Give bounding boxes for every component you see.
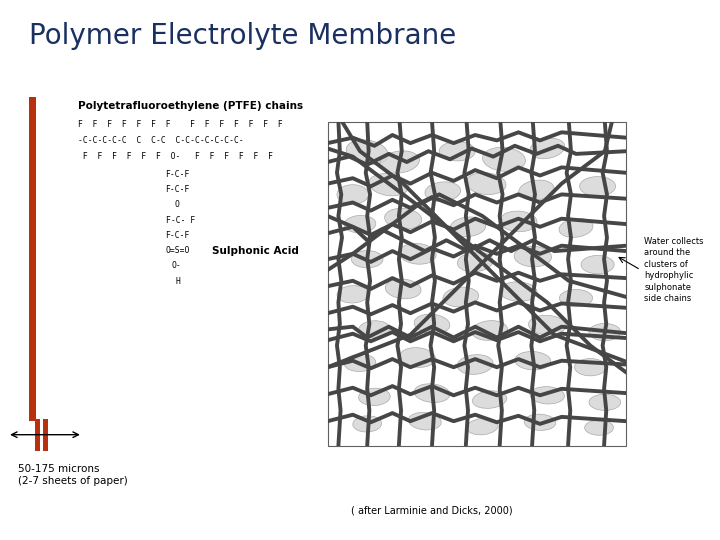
Text: O=S=O: O=S=O	[166, 246, 190, 255]
Ellipse shape	[450, 217, 486, 237]
Ellipse shape	[530, 387, 564, 404]
Ellipse shape	[457, 252, 493, 272]
Bar	[29, 97, 36, 421]
Text: -C-C-C-C-C  C  C-C  C-C-C-C-C-C-C-: -C-C-C-C-C C C-C C-C-C-C-C-C-C-	[78, 136, 243, 145]
Ellipse shape	[385, 279, 421, 299]
Ellipse shape	[518, 180, 554, 200]
Text: F-C-F: F-C-F	[166, 185, 190, 194]
Ellipse shape	[559, 289, 593, 307]
Ellipse shape	[425, 182, 461, 201]
Ellipse shape	[344, 354, 376, 372]
Ellipse shape	[379, 151, 420, 173]
Text: F-C-F: F-C-F	[166, 170, 190, 179]
Ellipse shape	[369, 173, 409, 196]
Ellipse shape	[457, 355, 493, 374]
Text: ( after Larminie and Dicks, 2000): ( after Larminie and Dicks, 2000)	[351, 505, 513, 516]
Ellipse shape	[575, 359, 606, 376]
Ellipse shape	[351, 251, 383, 268]
Ellipse shape	[337, 286, 369, 303]
Ellipse shape	[346, 140, 388, 165]
Text: F-C- F: F-C- F	[166, 216, 195, 225]
Ellipse shape	[399, 244, 436, 264]
Ellipse shape	[384, 208, 422, 229]
Bar	[35, 418, 40, 451]
Ellipse shape	[408, 413, 441, 430]
Ellipse shape	[472, 321, 508, 340]
Bar	[328, 122, 626, 446]
Ellipse shape	[580, 177, 616, 196]
Ellipse shape	[414, 314, 450, 334]
Ellipse shape	[528, 315, 566, 335]
Text: F-C-F: F-C-F	[166, 231, 190, 240]
Text: 50-175 microns
(2-7 sheets of paper): 50-175 microns (2-7 sheets of paper)	[18, 464, 127, 486]
Ellipse shape	[443, 287, 479, 307]
Ellipse shape	[466, 173, 506, 194]
Ellipse shape	[359, 321, 390, 338]
Text: F  F  F  F  F  F  O-   F  F  F  F  F  F: F F F F F F O- F F F F F F	[78, 152, 273, 161]
Ellipse shape	[467, 418, 498, 435]
Ellipse shape	[530, 138, 564, 159]
Ellipse shape	[337, 185, 369, 204]
Ellipse shape	[585, 420, 613, 435]
Bar	[43, 418, 48, 451]
Ellipse shape	[589, 394, 621, 410]
Ellipse shape	[500, 211, 537, 232]
Ellipse shape	[515, 352, 551, 370]
Ellipse shape	[514, 246, 552, 267]
Text: O-: O-	[171, 261, 181, 271]
Ellipse shape	[472, 391, 507, 408]
Ellipse shape	[344, 215, 376, 233]
Ellipse shape	[581, 255, 614, 274]
Ellipse shape	[559, 218, 593, 238]
Text: Polymer Electrolyte Membrane: Polymer Electrolyte Membrane	[29, 22, 456, 50]
Text: Polytetrafluoroethylene (PTFE) chains: Polytetrafluoroethylene (PTFE) chains	[78, 100, 303, 111]
Ellipse shape	[500, 282, 537, 301]
Ellipse shape	[359, 388, 390, 406]
Text: O: O	[174, 200, 179, 210]
Ellipse shape	[400, 348, 436, 367]
Ellipse shape	[589, 323, 621, 341]
Text: F  F  F  F  F  F  F    F  F  F  F  F  F  F: F F F F F F F F F F F F F F	[78, 120, 282, 129]
Ellipse shape	[353, 416, 382, 432]
Text: H: H	[176, 277, 181, 286]
Ellipse shape	[414, 384, 450, 402]
Ellipse shape	[524, 414, 556, 430]
Text: Sulphonic Acid: Sulphonic Acid	[212, 246, 300, 256]
Ellipse shape	[439, 141, 475, 161]
Text: Water collects
around the
clusters of
hydrophylic
sulphonate
side chains: Water collects around the clusters of hy…	[644, 237, 704, 303]
Ellipse shape	[482, 147, 526, 171]
